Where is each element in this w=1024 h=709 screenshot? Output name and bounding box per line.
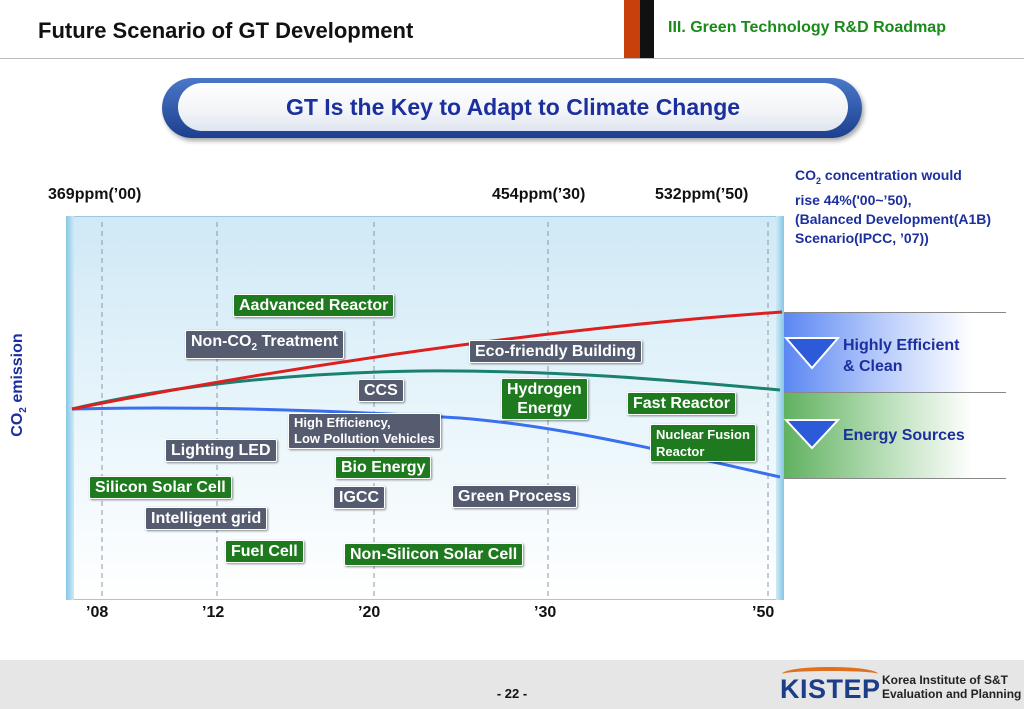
down-arrow-icon — [783, 337, 841, 370]
tech-fuel-cell: Fuel Cell — [225, 540, 304, 563]
tech-non-co2-treatment: Non-CO2 Treatment — [185, 330, 344, 360]
band-divider-top — [782, 312, 1006, 313]
chart-panel-left-edge — [66, 216, 74, 600]
chart-panel-right-edge — [776, 216, 784, 600]
section-title: III. Green Technology R&D Roadmap — [668, 19, 946, 36]
tech-high-efficiency-vehicles: High Efficiency, Low Pollution Vehicles — [288, 413, 441, 449]
band-divider-middle — [782, 392, 1006, 393]
highly-efficient-line2: & Clean — [843, 358, 903, 375]
tech-green-process: Green Process — [452, 485, 577, 508]
page-number: - 22 - — [496, 686, 528, 701]
tech-advanced-reactor: Aadvanced Reactor — [233, 294, 395, 317]
kistep-logo: KISTEP — [780, 674, 881, 704]
tech-non-co2-pre: Non-CO — [191, 333, 252, 350]
banner-heading: GT Is the Key to Adapt to Climate Change — [285, 94, 741, 120]
note-line1-pre: CO — [795, 167, 816, 183]
x-tick-2050: ’50 — [752, 604, 775, 621]
ppm-label-2050: 532ppm(’50) — [655, 186, 749, 203]
page-title: Future Scenario of GT Development — [38, 18, 414, 43]
tech-nuclear-line2: Reactor — [656, 444, 705, 459]
x-tick-2012: ’12 — [202, 604, 225, 621]
note-line1-post: concentration would — [821, 167, 962, 183]
tech-non-silicon-solar-cell: Non-Silicon Solar Cell — [344, 543, 524, 566]
y-label-sub: 2 — [18, 407, 30, 413]
y-label-pre: CO — [9, 412, 26, 437]
tech-hydrogen-energy: Hydrogen Energy — [501, 378, 588, 420]
note-line3: (Balanced Development(A1B) — [795, 210, 992, 227]
note-line4: Scenario(IPCC, ’07)) — [795, 229, 929, 246]
ppm-label-2000: 369ppm(’00) — [48, 186, 142, 203]
co2-concentration-note: CO2 concentration would rise 44%('00~’50… — [795, 166, 991, 248]
tech-nuclear-fusion-reactor: Nuclear Fusion Reactor — [650, 424, 756, 462]
tech-hydrogen-line1: Hydrogen — [507, 381, 582, 398]
y-label-post: emission — [9, 333, 26, 408]
header-accent-bar — [624, 0, 640, 58]
note-line2: rise 44%('00~’50), — [795, 191, 912, 208]
red-line — [71, 310, 783, 411]
logo-arc-icon — [782, 667, 878, 681]
banner-inner — [178, 83, 848, 131]
org-name: Korea Institute of S&T Evaluation and Pla… — [882, 673, 1021, 701]
tech-eco-friendly-building: Eco-friendly Building — [469, 340, 642, 363]
highly-efficient-label: Highly Efficient & Clean — [843, 335, 959, 377]
energy-sources-label: Energy Sources — [843, 427, 965, 444]
tech-bio-energy: Bio Energy — [335, 456, 432, 479]
tech-fast-reactor: Fast Reactor — [627, 392, 736, 415]
x-tick-2030: ’30 — [534, 604, 557, 621]
highly-efficient-line1: Highly Efficient — [843, 337, 960, 354]
tech-ccs: CCS — [358, 379, 404, 402]
tech-non-co2-sub: 2 — [251, 342, 257, 354]
x-tick-2008: ’08 — [86, 604, 109, 621]
down-arrow-icon-2 — [783, 419, 841, 450]
tech-hydrogen-line2: Energy — [517, 400, 572, 417]
org-name-line1: Korea Institute of S&T — [882, 673, 1009, 687]
tech-high-eff-line2: Low Pollution Vehicles — [294, 431, 435, 446]
y-axis-label: CO2 emission — [9, 325, 31, 445]
header-accent-bar-dark — [640, 0, 654, 58]
tech-lighting-led: Lighting LED — [165, 439, 277, 462]
note-line1-sub: 2 — [816, 175, 822, 186]
ppm-label-2030: 454ppm(’30) — [492, 186, 586, 203]
tech-intelligent-grid: Intelligent grid — [145, 507, 268, 530]
band-divider-bottom — [782, 478, 1006, 479]
tech-nuclear-line1: Nuclear Fusion — [656, 427, 750, 442]
tech-non-co2-post: Treatment — [257, 333, 338, 350]
tech-igcc: IGCC — [333, 486, 385, 509]
tech-silicon-solar-cell: Silicon Solar Cell — [89, 476, 232, 499]
tech-high-eff-line1: High Efficiency, — [294, 415, 391, 430]
x-tick-2020: ’20 — [358, 604, 381, 621]
org-name-line2: Evaluation and Planning — [882, 687, 1022, 701]
header-divider — [0, 58, 1024, 59]
